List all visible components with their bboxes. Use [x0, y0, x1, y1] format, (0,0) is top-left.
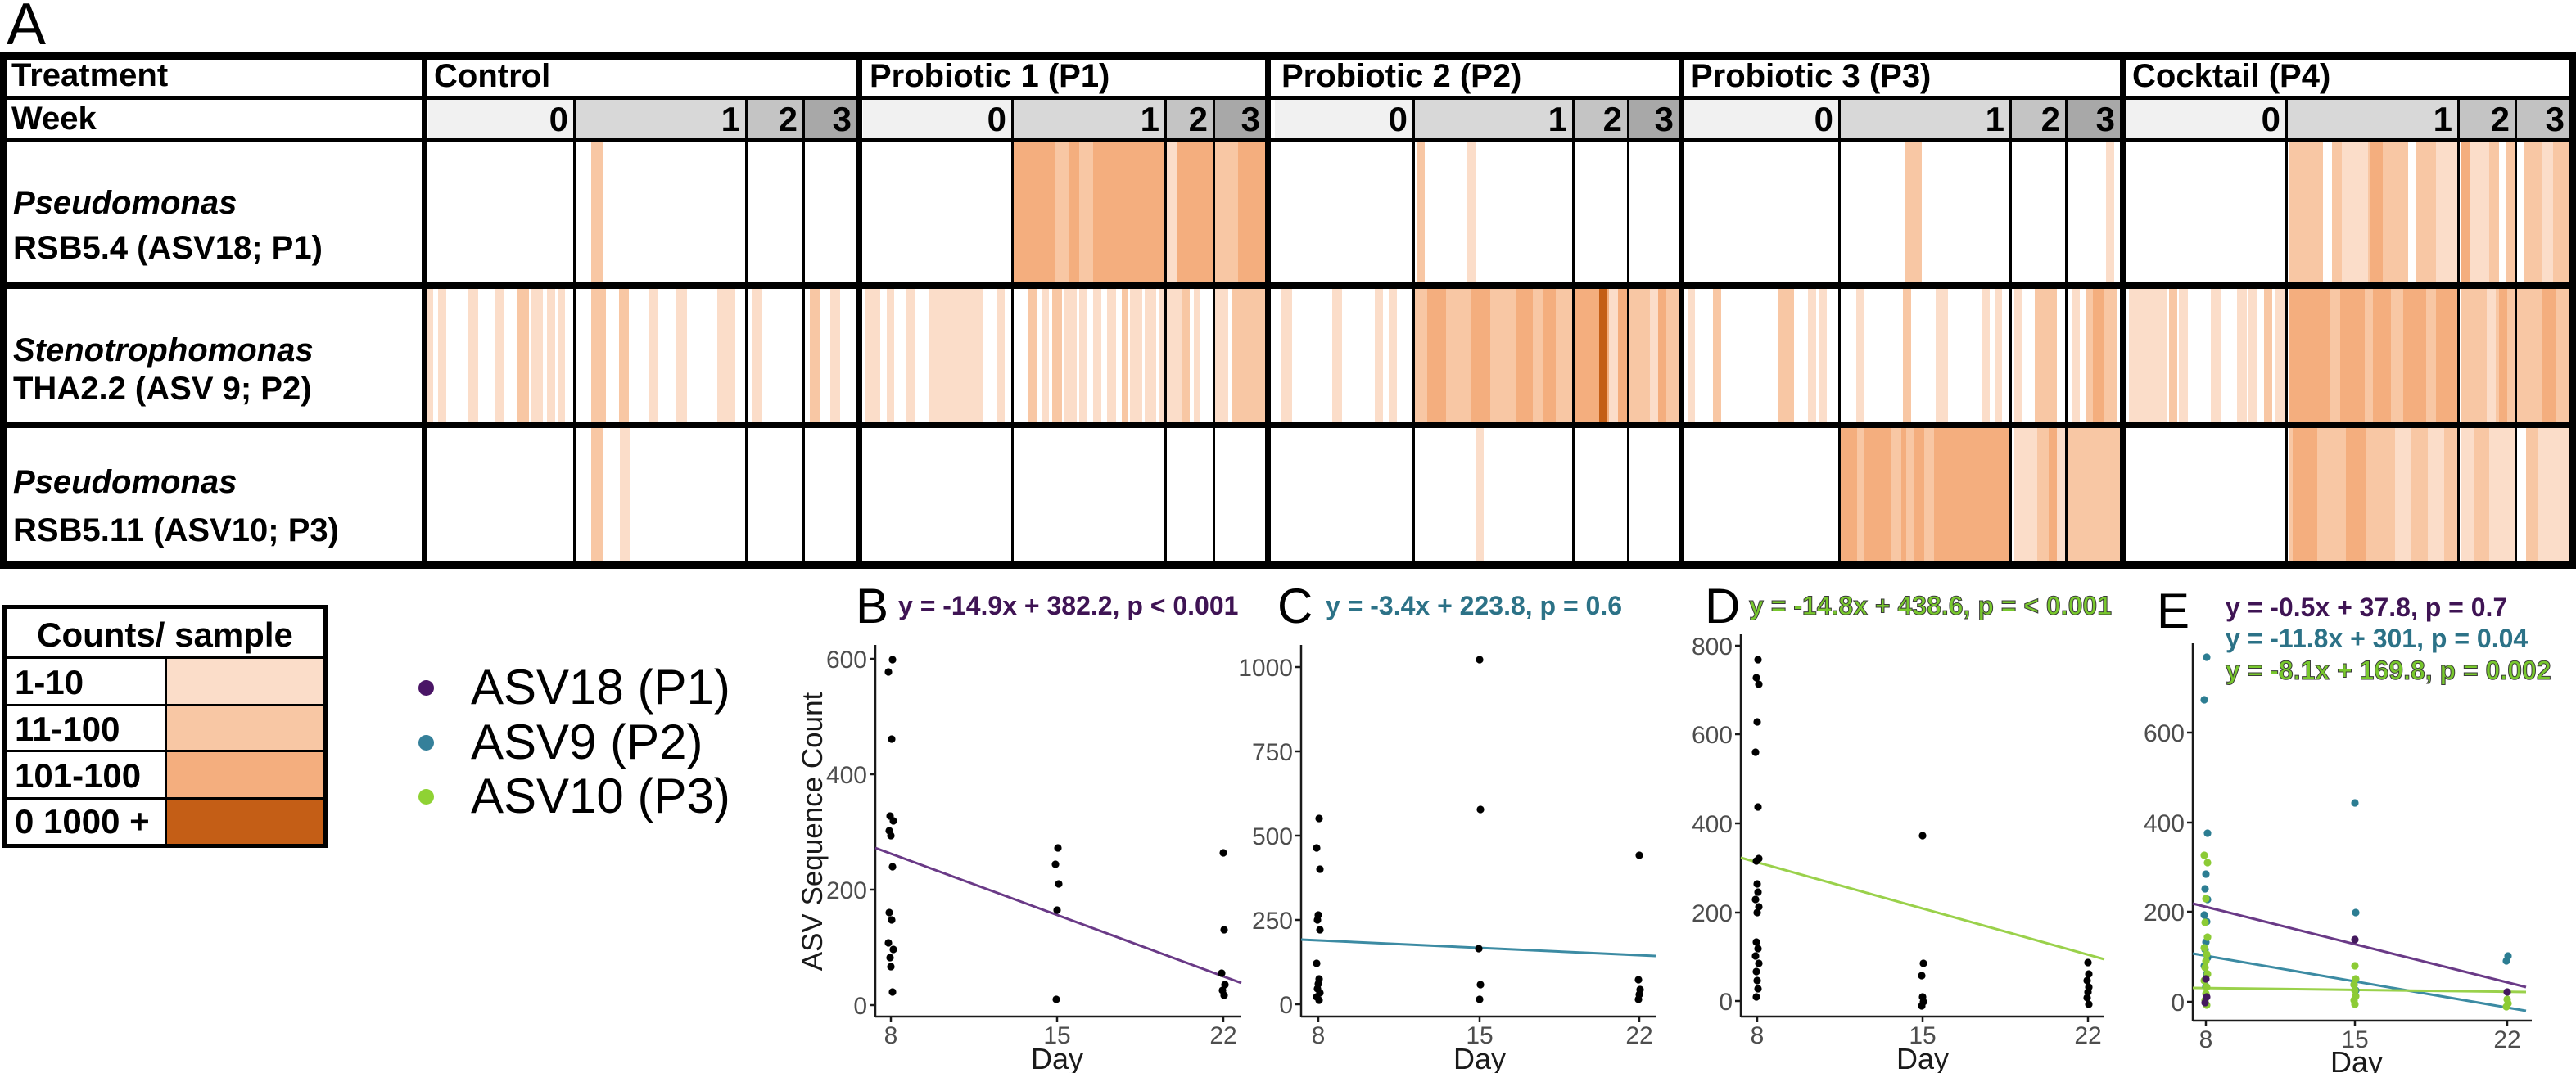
svg-text:8: 8 [2199, 1026, 2213, 1053]
svg-text:22: 22 [1209, 1022, 1236, 1049]
svg-text:8: 8 [884, 1022, 898, 1049]
svg-text:15: 15 [1909, 1022, 1936, 1049]
svg-text:400: 400 [826, 762, 867, 789]
svg-text:8: 8 [1312, 1022, 1326, 1049]
svg-text:600: 600 [2144, 720, 2185, 747]
svg-text:Day: Day [1453, 1042, 1506, 1073]
svg-text:22: 22 [2074, 1022, 2101, 1049]
svg-text:Day: Day [1031, 1042, 1083, 1073]
svg-text:Day: Day [1896, 1042, 1949, 1073]
svg-text:15: 15 [1043, 1022, 1070, 1049]
svg-text:15: 15 [1466, 1022, 1493, 1049]
svg-text:22: 22 [1625, 1022, 1652, 1049]
svg-text:400: 400 [2144, 810, 2185, 837]
svg-text:400: 400 [1692, 811, 1733, 838]
svg-text:750: 750 [1252, 739, 1293, 766]
svg-text:0: 0 [2171, 990, 2185, 1017]
svg-text:Day: Day [2330, 1045, 2383, 1073]
svg-text:15: 15 [2341, 1026, 2368, 1053]
svg-text:0: 0 [1279, 992, 1293, 1019]
svg-text:0: 0 [1719, 989, 1733, 1016]
svg-text:600: 600 [1692, 722, 1733, 749]
svg-text:200: 200 [2144, 899, 2185, 926]
svg-text:500: 500 [1252, 823, 1293, 850]
svg-text:0: 0 [853, 993, 867, 1020]
svg-text:8: 8 [1751, 1022, 1765, 1049]
svg-text:1000: 1000 [1238, 655, 1293, 682]
svg-text:22: 22 [2493, 1026, 2520, 1053]
svg-text:800: 800 [1692, 633, 1733, 660]
svg-text:200: 200 [826, 877, 867, 904]
svg-text:250: 250 [1252, 908, 1293, 935]
svg-text:600: 600 [826, 647, 867, 674]
svg-text:200: 200 [1692, 900, 1733, 927]
